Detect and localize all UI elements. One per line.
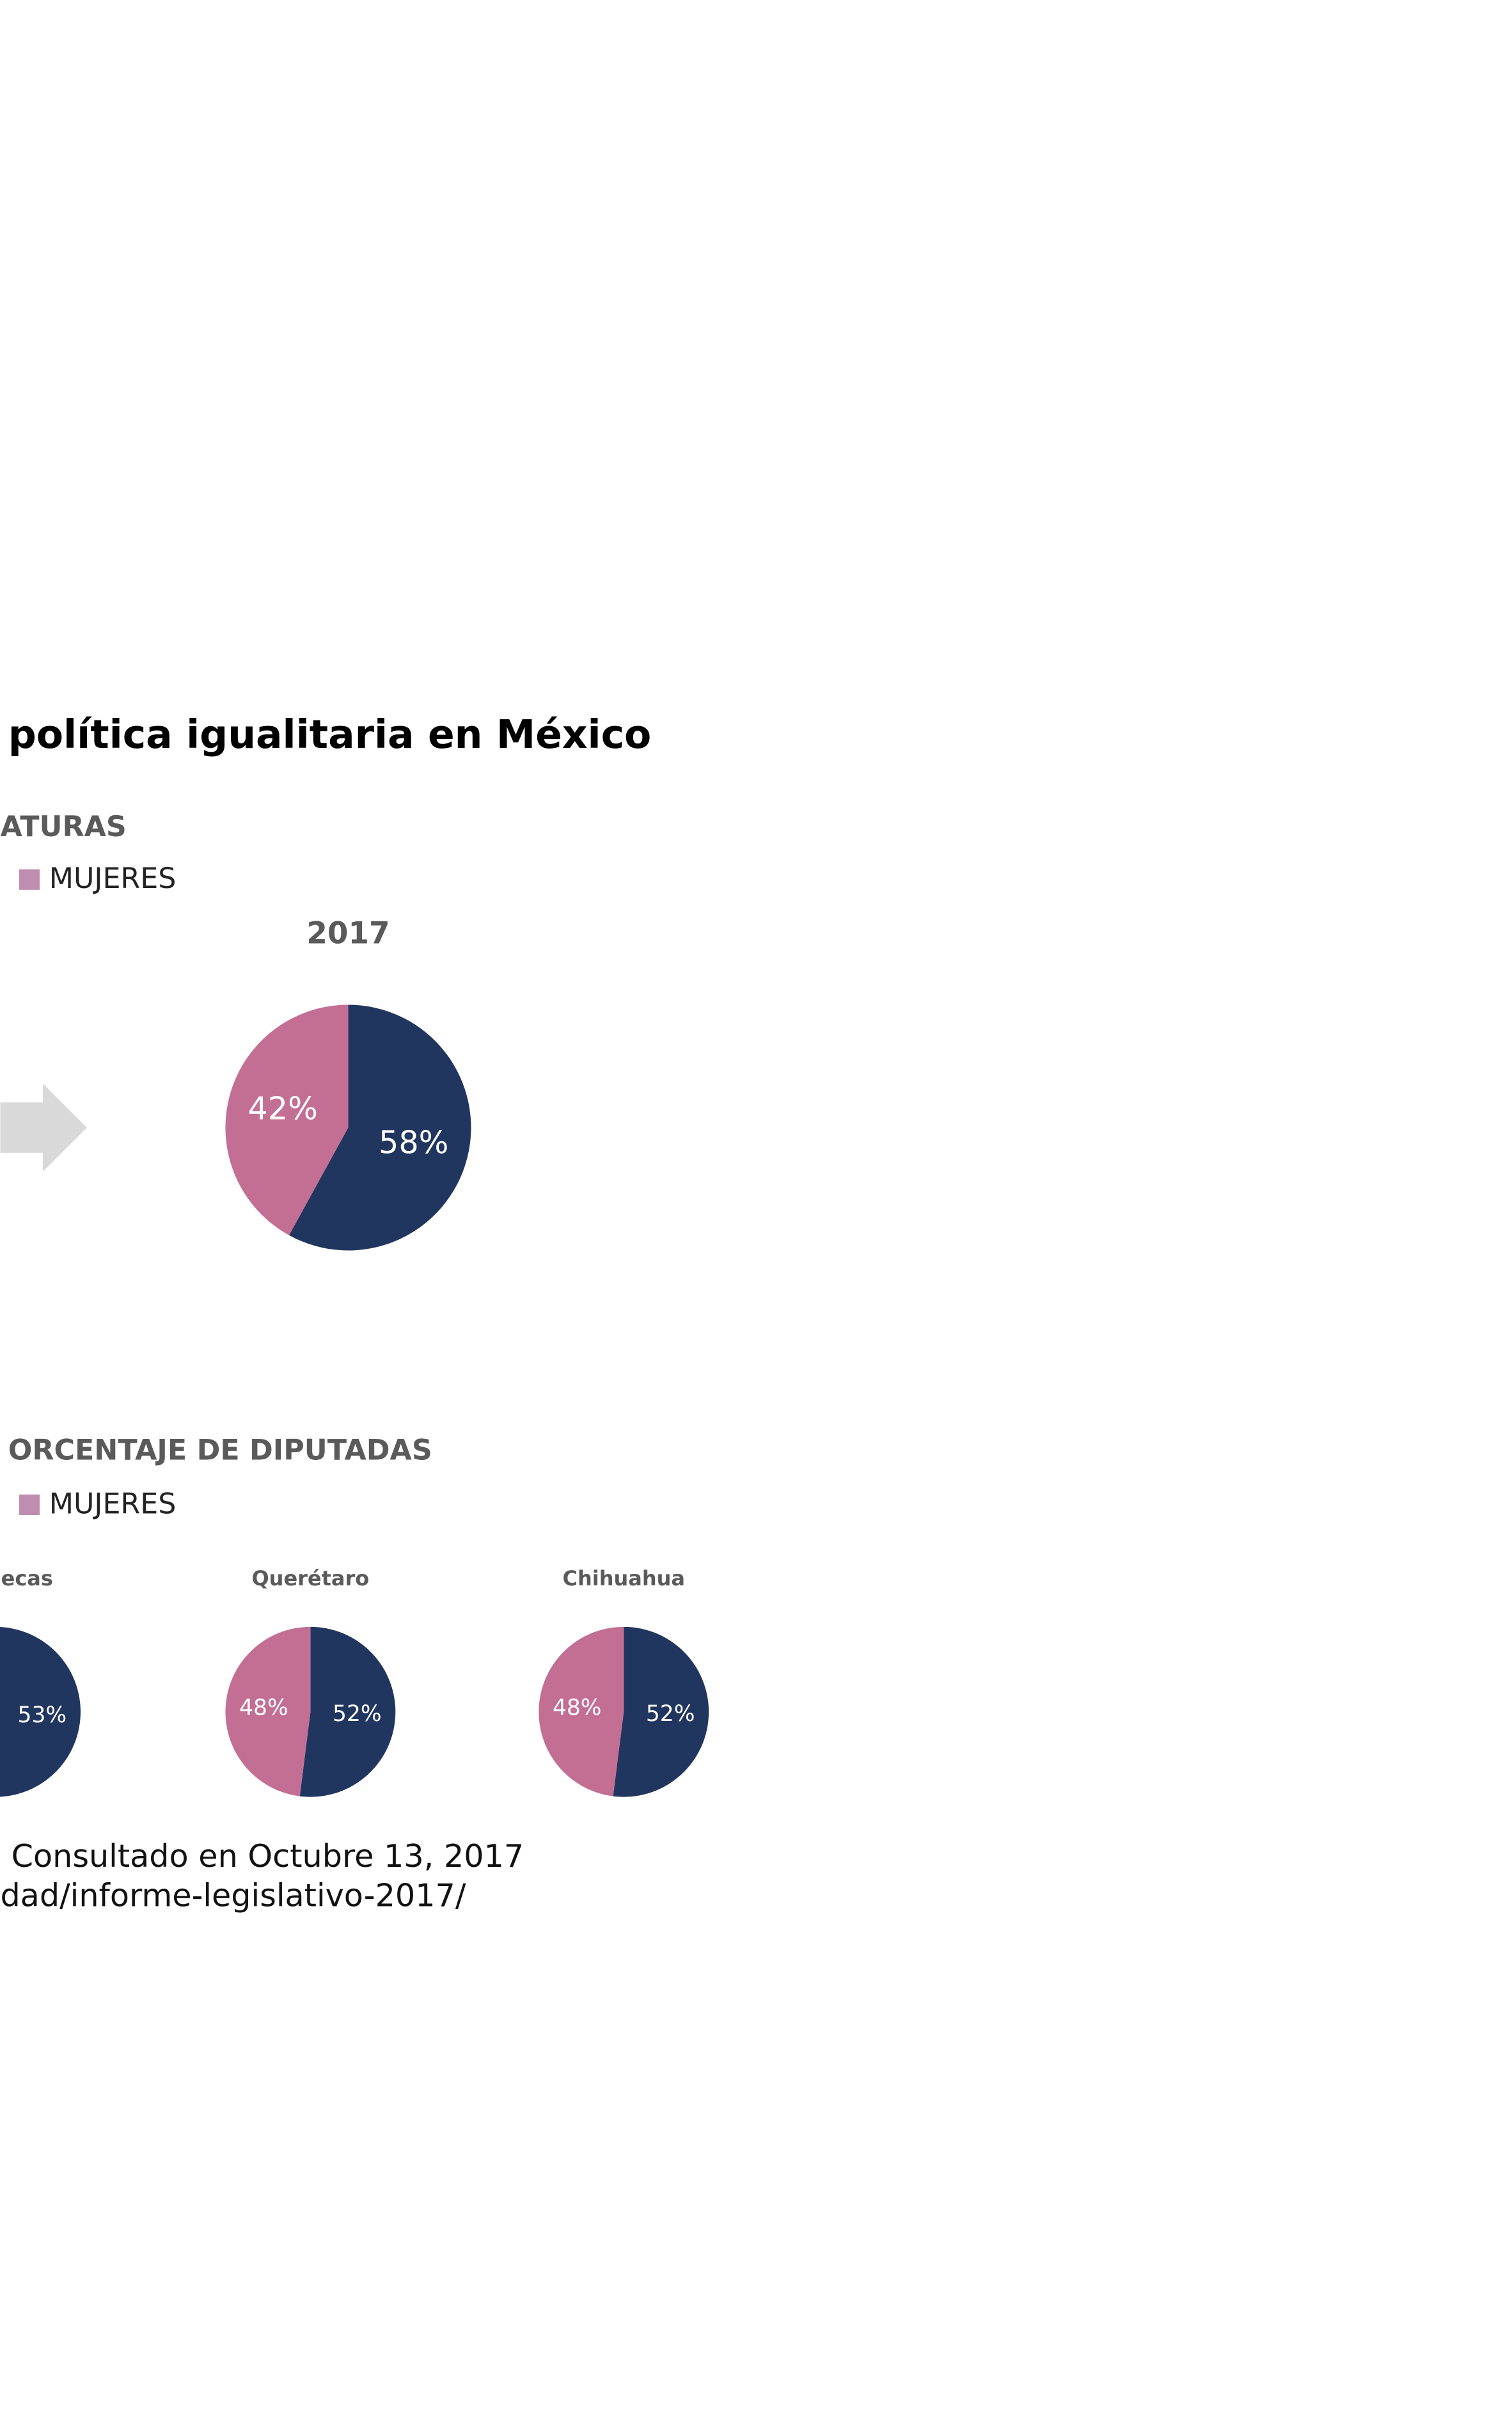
title: política igualitaria en México (8, 711, 652, 757)
slice-label: 52% (333, 1701, 382, 1727)
slice-label: 42% (248, 1090, 317, 1127)
pie-slice (299, 1626, 396, 1797)
pie-slice (225, 1004, 349, 1235)
legend-label: MUJERES (49, 1487, 177, 1520)
pie-slice (613, 1626, 709, 1797)
pie-slice (288, 1004, 471, 1251)
pie-slice (225, 1626, 311, 1796)
slice-label: 48% (553, 1695, 602, 1721)
pie-slice (539, 1626, 624, 1796)
slice-label: 53% (18, 1702, 67, 1728)
pie-title: 2017 (306, 917, 390, 951)
footer-line: dad/informe-legislativo-2017/ (0, 1877, 466, 1914)
subtitle: ATURAS (0, 811, 126, 843)
legend-label: MUJERES (49, 862, 177, 895)
pie-slice (0, 1627, 81, 1797)
legend-swatch (19, 1495, 40, 1516)
pie-title: Querétaro (251, 1566, 369, 1590)
arrow (0, 1083, 87, 1172)
pie-title: ecas (1, 1566, 53, 1590)
pie-title: Chihuahua (562, 1566, 685, 1590)
legend-swatch (19, 869, 40, 890)
subtitle: ORCENTAJE DE DIPUTADAS (8, 1434, 432, 1467)
footer-line: Consultado en Octubre 13, 2017 (12, 1837, 524, 1875)
slice-label: 52% (646, 1701, 695, 1727)
slice-label: 58% (379, 1123, 448, 1161)
slice-label: 48% (239, 1695, 288, 1721)
